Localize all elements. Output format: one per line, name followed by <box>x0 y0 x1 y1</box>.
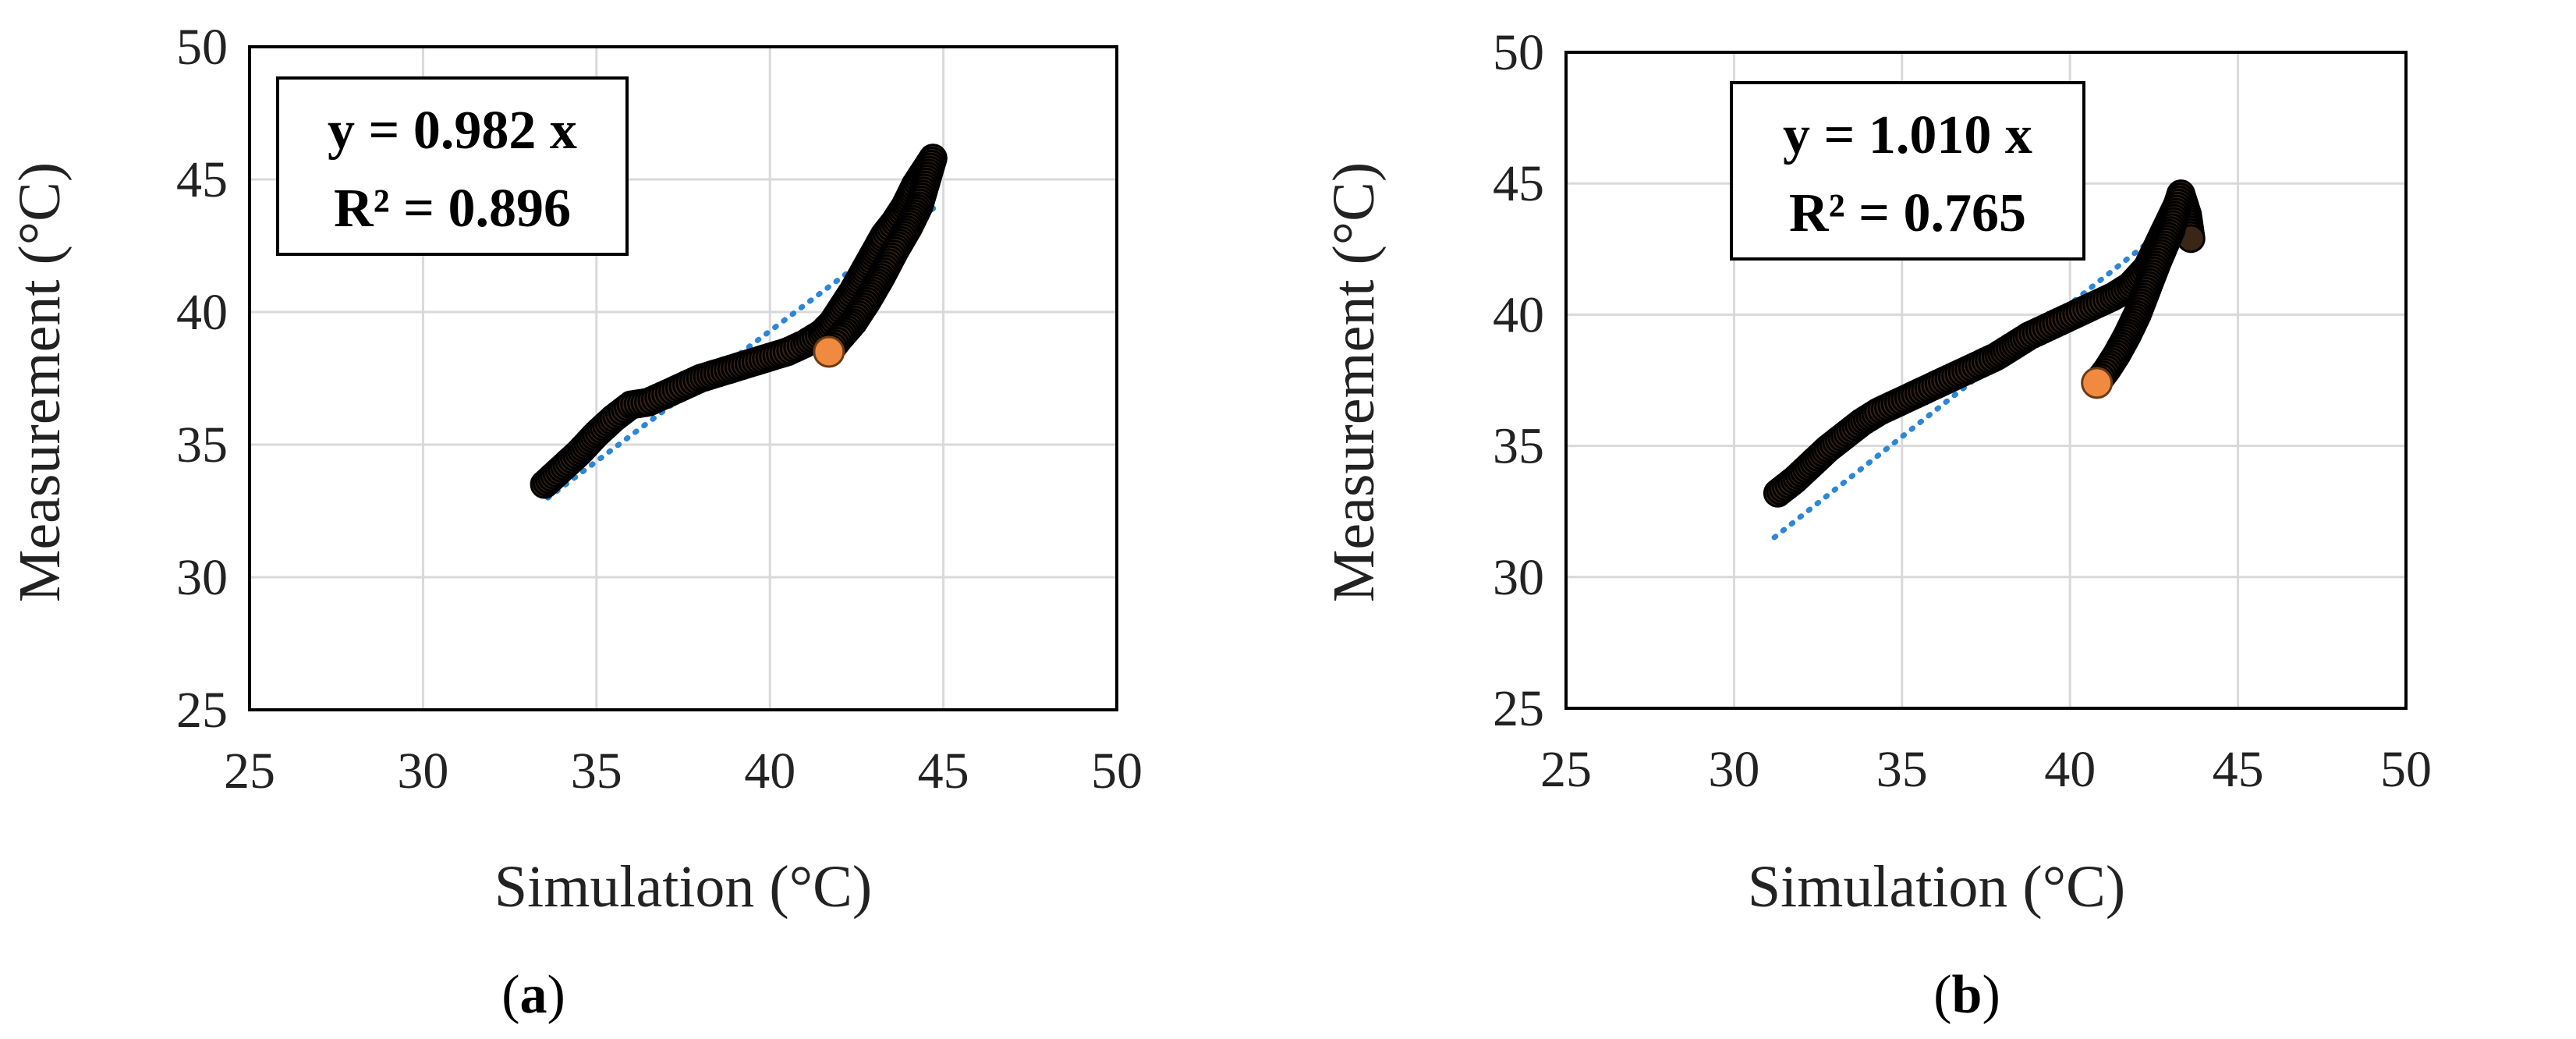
chart-b-x-tick-label: 30 <box>1708 741 1759 798</box>
chart-a-x-tick-label: 25 <box>224 743 275 800</box>
chart-b-panel-label: (b) <box>1933 965 2000 1025</box>
chart-b-x-axis-title: Simulation (°C) <box>1748 854 2125 920</box>
chart-a-first-data-point <box>813 335 845 368</box>
chart-b-y-tick-label: 35 <box>1493 418 1544 475</box>
chart-a-panel-label: (a) <box>501 965 565 1025</box>
chart-b-y-tick-label: 45 <box>1493 155 1544 212</box>
chart-a-panel-label-letter: a <box>520 965 547 1025</box>
chart-b-r-squared: R² = 0.765 <box>1789 183 2026 243</box>
chart-a-r-squared: R² = 0.896 <box>334 179 571 239</box>
chart-a-y-tick-label: 25 <box>176 682 228 739</box>
chart-b-y-tick-label: 25 <box>1493 680 1544 737</box>
chart-b-points <box>1763 179 2206 508</box>
chart-b-y-tick-label: 40 <box>1493 286 1544 343</box>
chart-a-x-tick-label: 35 <box>571 743 622 800</box>
chart-a-y-tick-label: 40 <box>176 284 228 341</box>
chart-a-y-axis-title: Measurement (°C) <box>7 162 73 602</box>
chart-b-svg: 25 30 35 40 45 50 25 30 35 40 45 50 Simulation (°C)… <box>1321 24 2432 1025</box>
chart-b-y-tick-label: 50 <box>1493 24 1544 81</box>
chart-a-y-tick-label: 50 <box>176 19 228 76</box>
chart-panel-b: 25 30 35 40 45 50 25 30 35 40 45 50 Simulation (°C)… <box>1289 0 2576 1039</box>
chart-b-x-tick-label: 35 <box>1876 741 1928 798</box>
chart-b-y-axis-title: Measurement (°C) <box>1321 162 1387 602</box>
chart-a-y-tick-label: 30 <box>176 549 228 606</box>
chart-b-x-tick-label: 50 <box>2380 741 2432 798</box>
chart-a-tick-labels: 25 30 35 40 45 50 25 30 35 40 45 50 <box>176 19 1143 800</box>
chart-a-x-tick-label: 30 <box>397 743 448 800</box>
chart-b-equation: y = 1.010 x <box>1783 105 2032 165</box>
chart-b-equation-box <box>1730 81 2085 261</box>
chart-a-x-axis-title: Simulation (°C) <box>494 854 872 920</box>
chart-b-y-tick-label: 30 <box>1493 549 1544 606</box>
chart-a-x-tick-label: 40 <box>744 743 795 800</box>
chart-a-panel-label-close: ) <box>547 965 565 1025</box>
chart-a-x-tick-label: 45 <box>918 743 969 800</box>
chart-a-equation-box <box>276 76 629 256</box>
chart-b-first-data-point <box>2081 367 2114 399</box>
chart-b-x-tick-label: 40 <box>2044 741 2096 798</box>
chart-b-panel-label-close: ) <box>1982 965 2000 1025</box>
chart-a-plot-frame <box>248 45 1118 711</box>
chart-a-y-tick-label: 35 <box>176 417 228 473</box>
chart-b-panel-label-open: ( <box>1933 965 1951 1025</box>
chart-a-x-tick-label: 50 <box>1091 743 1143 800</box>
chart-a-svg: 25 30 35 40 45 50 25 30 35 40 45 50 Simulation (°C)… <box>7 19 1143 1025</box>
chart-a-panel-label-open: ( <box>501 965 519 1025</box>
chart-b-panel-label-letter: b <box>1952 965 1982 1025</box>
chart-b-x-tick-label: 25 <box>1540 741 1592 798</box>
chart-a-equation: y = 0.982 x <box>328 101 577 161</box>
chart-b-tick-labels: 25 30 35 40 45 50 25 30 35 40 45 50 <box>1493 24 2432 798</box>
chart-panel-a: 25 30 35 40 45 50 25 30 35 40 45 50 Simulation (°C)… <box>0 0 1287 1039</box>
chart-b-x-tick-label: 45 <box>2213 741 2264 798</box>
chart-b-plot-frame <box>1564 51 2408 710</box>
chart-a-y-tick-label: 45 <box>176 151 228 208</box>
chart-a-points <box>530 144 948 499</box>
